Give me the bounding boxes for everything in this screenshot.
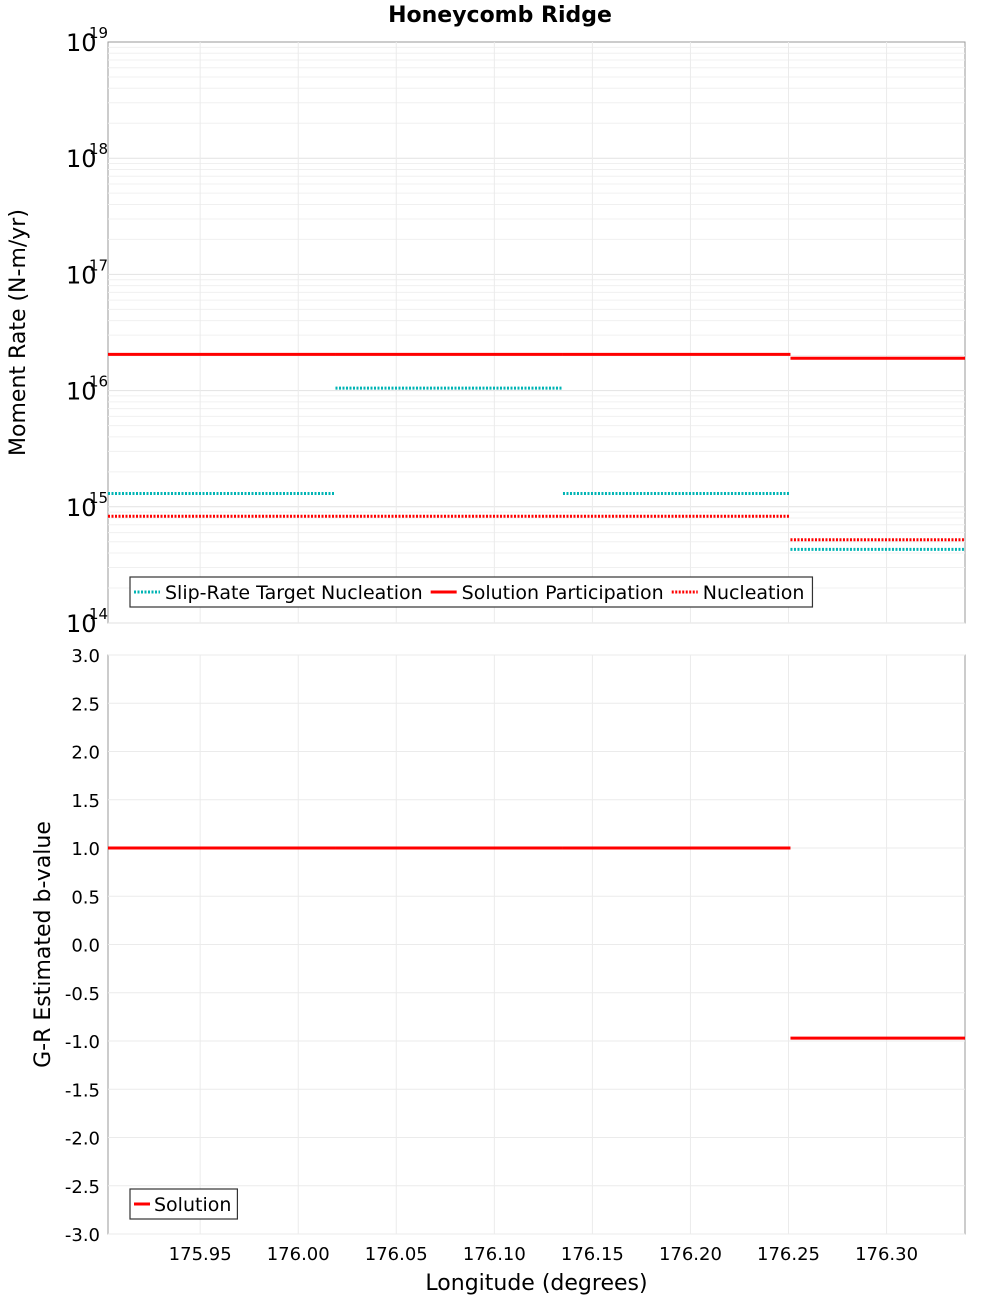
x-tick-label: 176.05 <box>365 1244 428 1265</box>
tick-exponent: 18 <box>89 140 108 158</box>
tick-exponent: 17 <box>89 256 108 274</box>
bottom-legend-box <box>129 1188 239 1220</box>
tick-base: 10 <box>66 261 97 289</box>
tick-base: 10 <box>66 145 97 173</box>
x-tick-labels: 175.95 176.00 176.05 176.10 176.15 176.20 176.… <box>169 1244 918 1265</box>
bottom-panel: 3.0 2.5 2.0 1.5 1.0 0.5 0.0 -0.5 -1.0 -1.5 -2.0 -2.… <box>31 646 966 1296</box>
bottom-y-axis-label: G-R Estimated b-value <box>31 821 56 1068</box>
legend-label: Nucleation <box>703 582 805 604</box>
legend-label: Solution Participation <box>462 582 664 604</box>
tick-exponent: 14 <box>89 605 108 623</box>
chart-title: Honeycomb Ridge <box>388 3 612 28</box>
top-series <box>108 352 965 551</box>
bottom-series <box>108 846 965 1040</box>
bottom-y-tick-label: 2.0 <box>71 743 100 764</box>
legend-label: Solution <box>154 1194 231 1216</box>
top-plot-area <box>107 41 966 624</box>
bottom-y-tick-label: 1.5 <box>71 791 100 812</box>
x-tick-label: 176.00 <box>267 1244 330 1265</box>
x-tick-label: 176.10 <box>463 1244 526 1265</box>
top-legend: Slip-Rate Target Nucleation Solution Part… <box>129 576 814 608</box>
x-tick-label: 176.15 <box>561 1244 624 1265</box>
x-tick-label: 175.95 <box>169 1244 232 1265</box>
bottom-legend: Solution <box>129 1188 239 1220</box>
bottom-y-tick-label: -0.5 <box>65 984 100 1005</box>
x-axis-label: Longitude (degrees) <box>425 1271 647 1296</box>
bottom-y-tick-labels: 3.0 2.5 2.0 1.5 1.0 0.5 0.0 -0.5 -1.0 -1.5 -2.0 -2.… <box>65 646 100 1246</box>
x-tick-label: 176.25 <box>757 1244 820 1265</box>
tick-base: 10 <box>66 610 97 638</box>
top-gridlines <box>108 42 965 624</box>
legend-label: Slip-Rate Target Nucleation <box>165 582 423 604</box>
x-tick-label: 176.30 <box>855 1244 918 1265</box>
top-legend-box <box>129 576 814 608</box>
bottom-y-tick-label: -2.0 <box>65 1129 100 1150</box>
bottom-y-tick-label: -3.0 <box>65 1225 100 1246</box>
bottom-y-tick-label: 0.5 <box>71 887 100 908</box>
top-y-axis-label: Moment Rate (N-m/yr) <box>6 209 31 456</box>
bottom-y-tick-label: -2.5 <box>65 1177 100 1198</box>
bottom-y-tick-label: -1.0 <box>65 1032 100 1053</box>
tick-exponent: 19 <box>89 24 108 42</box>
bottom-y-tick-label: 2.5 <box>71 694 100 715</box>
tick-exponent: 15 <box>89 489 108 507</box>
tick-base: 10 <box>66 29 97 57</box>
tick-exponent: 16 <box>89 373 108 391</box>
bottom-y-tick-label: 0.0 <box>71 936 100 957</box>
x-tick-label: 176.20 <box>659 1244 722 1265</box>
bottom-y-tick-label: 1.0 <box>71 839 100 860</box>
bottom-y-tick-label: -1.5 <box>65 1080 100 1101</box>
tick-base: 10 <box>66 494 97 522</box>
bottom-y-tick-label: 3.0 <box>71 646 100 667</box>
tick-base: 10 <box>66 378 97 406</box>
